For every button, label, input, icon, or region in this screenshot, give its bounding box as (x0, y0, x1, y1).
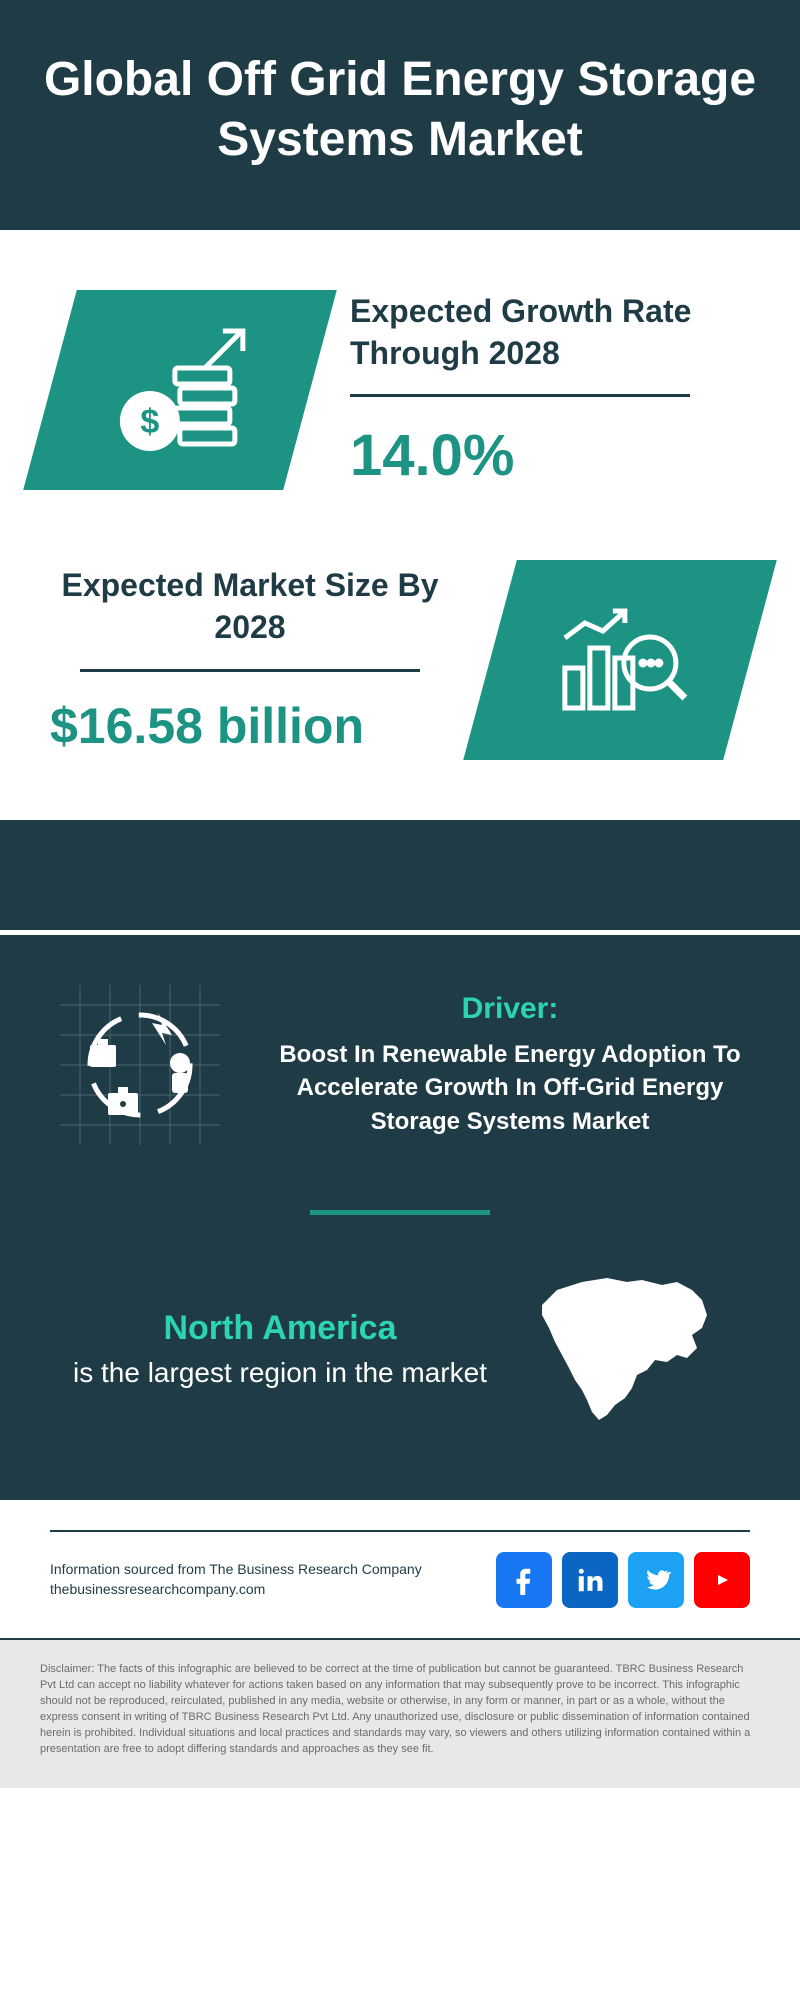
coins-arrow-icon: $ (23, 290, 337, 490)
market-size-label: Expected Market Size By 2028 (50, 565, 450, 648)
market-size-section: Expected Market Size By 2028 $16.58 bill… (0, 550, 800, 820)
social-icons (496, 1552, 750, 1608)
source-text: Information sourced from The Business Re… (50, 1560, 422, 1599)
youtube-icon[interactable] (694, 1552, 750, 1608)
source-line: Information sourced from The Business Re… (50, 1561, 422, 1577)
linkedin-icon[interactable] (562, 1552, 618, 1608)
footer: Information sourced from The Business Re… (0, 1500, 800, 1638)
driver-title: Driver: (270, 992, 750, 1026)
market-size-stat: Expected Market Size By 2028 $16.58 bill… (50, 565, 450, 754)
growth-rate-stat: Expected Growth Rate Through 2028 14.0% (350, 291, 750, 489)
region-name: North America (73, 1309, 487, 1348)
divider (350, 394, 690, 397)
driver-description: Boost In Renewable Energy Adoption To Ac… (270, 1038, 750, 1139)
cycle-icon (50, 975, 230, 1155)
growth-rate-value: 14.0% (350, 422, 750, 489)
page-title: Global Off Grid Energy Storage Systems M… (0, 0, 800, 230)
region-description: is the largest region in the market (73, 1354, 487, 1392)
facebook-icon[interactable] (496, 1552, 552, 1608)
chart-magnify-icon (463, 560, 777, 760)
growth-rate-section: $ Expected Growth Rate Through 2028 14.0… (0, 230, 800, 550)
divider (310, 1210, 490, 1215)
divider (50, 1530, 750, 1532)
divider (80, 669, 420, 672)
source-link[interactable]: thebusinessresearchcompany.com (50, 1580, 422, 1600)
growth-rate-label: Expected Growth Rate Through 2028 (350, 291, 750, 374)
disclaimer-text: Disclaimer: The facts of this infographi… (0, 1638, 800, 1788)
driver-region-section: Driver: Boost In Renewable Energy Adopti… (0, 935, 800, 1500)
market-size-value: $16.58 billion (50, 697, 450, 755)
north-america-map-icon (527, 1270, 727, 1430)
skyline-silhouette-icon (0, 820, 800, 930)
svg-text:$: $ (141, 403, 160, 441)
twitter-icon[interactable] (628, 1552, 684, 1608)
